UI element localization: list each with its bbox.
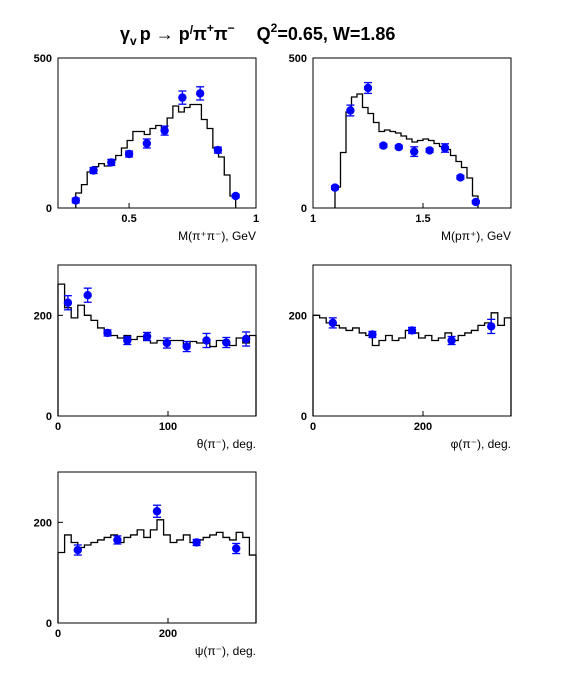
data-point [231, 191, 240, 201]
y-tick-label: 500 [289, 53, 307, 65]
data-point [241, 334, 251, 344]
data-point [222, 338, 231, 347]
x-tick-label: 0 [310, 421, 316, 433]
y-tick-label: 200 [289, 310, 307, 322]
y-tick-label: 0 [46, 203, 52, 215]
data-point [152, 507, 162, 516]
title-minus-sup: − [228, 21, 235, 35]
figure-title: γv p → p/π+π− Q2=0.65, W=1.86 [120, 21, 395, 48]
y-tick-label: 0 [301, 411, 307, 423]
x-tick-label: 200 [159, 628, 177, 640]
x-tick-label: 1 [253, 213, 259, 225]
plot-frame [57, 57, 257, 209]
y-tick-label: 0 [46, 411, 52, 423]
title-pi-minus: π [214, 24, 228, 44]
data-point [160, 126, 169, 135]
panel-5: 0 200 0 200 ψ(π⁻), deg. [34, 471, 257, 658]
x-axis-label: θ(π⁻), deg. [197, 437, 256, 451]
title-reaction: p → p [140, 24, 190, 44]
x-tick-label: 200 [414, 421, 432, 433]
model-histogram [57, 519, 257, 623]
data-point [456, 173, 465, 182]
data-point [113, 535, 122, 545]
data-point [232, 544, 241, 553]
data-point [213, 145, 223, 155]
data-point [487, 322, 496, 331]
title-plus-sup: + [207, 21, 214, 35]
plot-frame [312, 57, 512, 209]
title-pi-plus: π [193, 24, 207, 44]
data-point [407, 326, 417, 335]
y-tick-label: 0 [301, 203, 307, 215]
data-point [142, 332, 152, 341]
data-point [162, 338, 172, 348]
data-point [124, 149, 134, 159]
x-tick-label: 100 [159, 421, 177, 433]
data-point [182, 342, 191, 351]
y-tick-label: 500 [34, 53, 52, 65]
data-point [71, 196, 80, 205]
panel-4: 0 200 0 200 φ(π⁻), deg. [289, 264, 512, 451]
x-axis-label: M(π⁺π⁻), GeV [178, 229, 256, 243]
y-tick-label: 200 [34, 517, 52, 529]
model-histogram [334, 93, 479, 208]
data-point [346, 106, 355, 115]
data-point [330, 183, 340, 192]
x-axis-label: φ(π⁻), deg. [451, 437, 511, 451]
data-point [83, 291, 92, 300]
x-tick-label: 0.5 [121, 213, 136, 225]
data-point [471, 197, 480, 207]
panel-3: 0 100 0 200 θ(π⁻), deg. [34, 264, 257, 451]
x-axis-label: M(pπ⁺), GeV [441, 229, 511, 243]
data-point [107, 158, 116, 167]
data-point [103, 328, 112, 338]
data-point [394, 142, 403, 152]
data-point [379, 141, 388, 150]
title-gamma: γ [120, 24, 130, 44]
plot-frame [57, 471, 257, 624]
title-v-subscript: v [130, 34, 137, 48]
data-point [63, 298, 73, 307]
data-point [447, 336, 456, 345]
data-point [195, 89, 205, 98]
panel-1: 0.5 1 0 500 M(π⁺π⁻), GeV [34, 53, 259, 243]
data-point [410, 147, 419, 156]
x-tick-label: 1 [310, 213, 316, 225]
x-tick-label: 1.5 [415, 213, 430, 225]
plot-frame [312, 264, 512, 417]
data-point [368, 330, 377, 339]
data-point [328, 318, 337, 328]
data-point [202, 336, 211, 345]
x-tick-label: 0 [55, 628, 61, 640]
x-axis-label: ψ(π⁻), deg. [195, 644, 256, 658]
data-point [425, 146, 434, 155]
title-prime: / [190, 23, 194, 37]
model-histogram [57, 283, 257, 416]
x-tick-label: 0 [55, 421, 61, 433]
title-q2-exponent: 2 [271, 21, 278, 35]
data-point [363, 83, 373, 93]
title-q2: Q [257, 24, 271, 44]
panel-2: 1 1.5 0 500 M(pπ⁺), GeV [289, 53, 512, 243]
data-point [192, 538, 201, 547]
y-tick-label: 200 [34, 310, 52, 322]
data-point [123, 336, 132, 345]
data-point [440, 143, 450, 153]
data-point [142, 139, 152, 148]
model-histogram [75, 103, 237, 208]
data-point [73, 545, 83, 555]
data-point [89, 166, 98, 175]
title-kinematics: =0.65, W=1.86 [277, 24, 395, 44]
data-point [178, 93, 187, 102]
y-tick-label: 0 [46, 618, 52, 630]
